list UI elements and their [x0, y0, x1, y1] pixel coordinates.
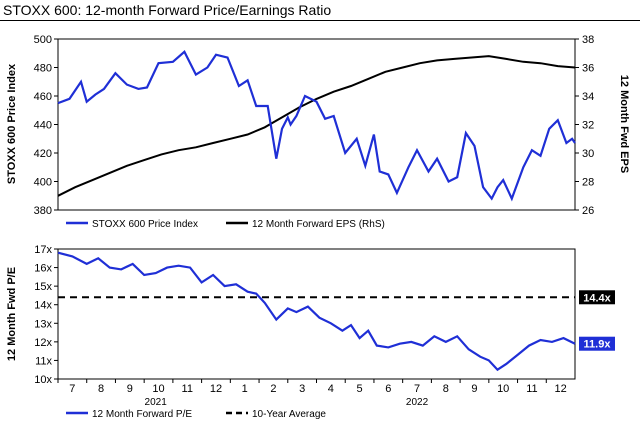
bottom-year-labels: 2021 2022 — [145, 397, 429, 408]
bottom-x-tick-label: 5 — [357, 383, 363, 395]
top-right-axis-label: 12 Month Fwd EPS — [618, 75, 630, 173]
legend-label-average: 10-Year Average — [252, 409, 326, 420]
value-badge: 14.4x — [579, 290, 615, 305]
value-badges: 14.4x 11.9x — [579, 290, 615, 351]
bottom-x-tick-label: 8 — [98, 383, 104, 395]
value-badge-background — [579, 336, 615, 351]
bottom-x-tick-label: 12 — [210, 383, 222, 395]
top-right-axis-ticks: 38 36 34 32 30 28 26 — [575, 34, 594, 217]
bottom-legend: 12 Month Forward P/E 10-Year Average — [66, 409, 326, 420]
top-left-tick-label: 440 — [34, 120, 52, 132]
value-badge-label: 14.4x — [583, 292, 611, 304]
bottom-x-tick-label: 8 — [443, 383, 449, 395]
top-left-tick-label: 420 — [34, 148, 52, 160]
chart-title: STOXX 600: 12-month Forward Price/Earnin… — [3, 2, 332, 18]
bottom-left-tick-label: 12x — [34, 337, 52, 349]
bottom-left-tick-label: 13x — [34, 318, 52, 330]
bottom-x-tick-label: 11 — [526, 383, 537, 395]
top-right-tick-label: 30 — [582, 148, 594, 160]
legend-label-price: STOXX 600 Price Index — [92, 219, 198, 230]
value-badge-background — [579, 290, 615, 305]
top-right-tick-label: 34 — [582, 91, 594, 103]
top-right-tick-label: 28 — [582, 177, 594, 189]
top-right-tick-label: 32 — [582, 120, 594, 132]
bottom-x-axis-ticks: 7 8 9 10 11 12 1 2 3 4 5 6 7 8 9 10 11 12 — [57, 379, 567, 395]
top-left-tick-label: 460 — [34, 91, 52, 103]
bottom-x-tick-label: 10 — [497, 383, 509, 395]
bottom-x-tick-label: 7 — [69, 383, 75, 395]
pe-series-line — [57, 251, 576, 372]
bottom-left-tick-label: 11x — [35, 355, 52, 367]
top-panel: 500 480 460 440 420 400 380 38 36 34 32 30 28 26 STO… — [6, 34, 630, 230]
bottom-left-tick-label: 17x — [34, 244, 52, 256]
legend-label-eps: 12 Month Forward EPS (RhS) — [252, 219, 385, 230]
bottom-x-tick-label: 10 — [152, 383, 164, 395]
chart-title-bar: STOXX 600: 12-month Forward Price/Earnin… — [0, 0, 640, 24]
bottom-x-tick-label: 2 — [270, 383, 276, 395]
title-underline — [0, 20, 640, 21]
top-right-tick-label: 36 — [582, 63, 594, 75]
value-badge-label: 11.9x — [584, 339, 612, 351]
top-right-tick-label: 26 — [582, 205, 594, 217]
top-left-tick-label: 480 — [34, 63, 52, 75]
top-left-axis-label: STOXX 600 Price Index — [6, 63, 18, 184]
bottom-left-tick-label: 16x — [34, 263, 52, 275]
eps-series-line — [57, 55, 576, 197]
bottom-x-tick-label: 7 — [414, 383, 420, 395]
bottom-left-axis-ticks: 17x 16x 15x 14x 13x 12x 11x 10x — [34, 244, 58, 386]
value-badge: 11.9x — [579, 336, 615, 351]
year-label: 2021 — [145, 397, 168, 408]
year-label: 2022 — [406, 397, 429, 408]
bottom-x-tick-label: 9 — [471, 383, 477, 395]
bottom-x-tick-label: 11 — [182, 383, 193, 395]
top-left-axis-ticks: 500 480 460 440 420 400 380 — [34, 34, 58, 217]
bottom-left-axis-label: 12 Month Fwd P/E — [6, 267, 18, 361]
top-right-tick-label: 38 — [582, 34, 594, 46]
bottom-left-tick-label: 15x — [34, 281, 52, 293]
top-left-tick-label: 380 — [34, 205, 52, 217]
bottom-x-tick-label: 6 — [385, 383, 391, 395]
bottom-left-tick-label: 10x — [34, 374, 52, 386]
bottom-x-tick-label: 4 — [328, 383, 334, 395]
top-plot-frame — [57, 38, 576, 211]
bottom-x-tick-label: 12 — [555, 383, 567, 395]
bottom-x-tick-label: 9 — [127, 383, 133, 395]
bottom-left-tick-label: 14x — [34, 300, 52, 312]
bottom-x-tick-label: 1 — [242, 383, 248, 395]
top-left-tick-label: 500 — [34, 34, 52, 46]
top-left-tick-label: 400 — [34, 177, 52, 189]
legend-label-pe: 12 Month Forward P/E — [92, 409, 192, 420]
top-legend: STOXX 600 Price Index 12 Month Forward E… — [66, 219, 385, 230]
price-series-line — [57, 50, 576, 202]
bottom-x-tick-label: 3 — [299, 383, 305, 395]
